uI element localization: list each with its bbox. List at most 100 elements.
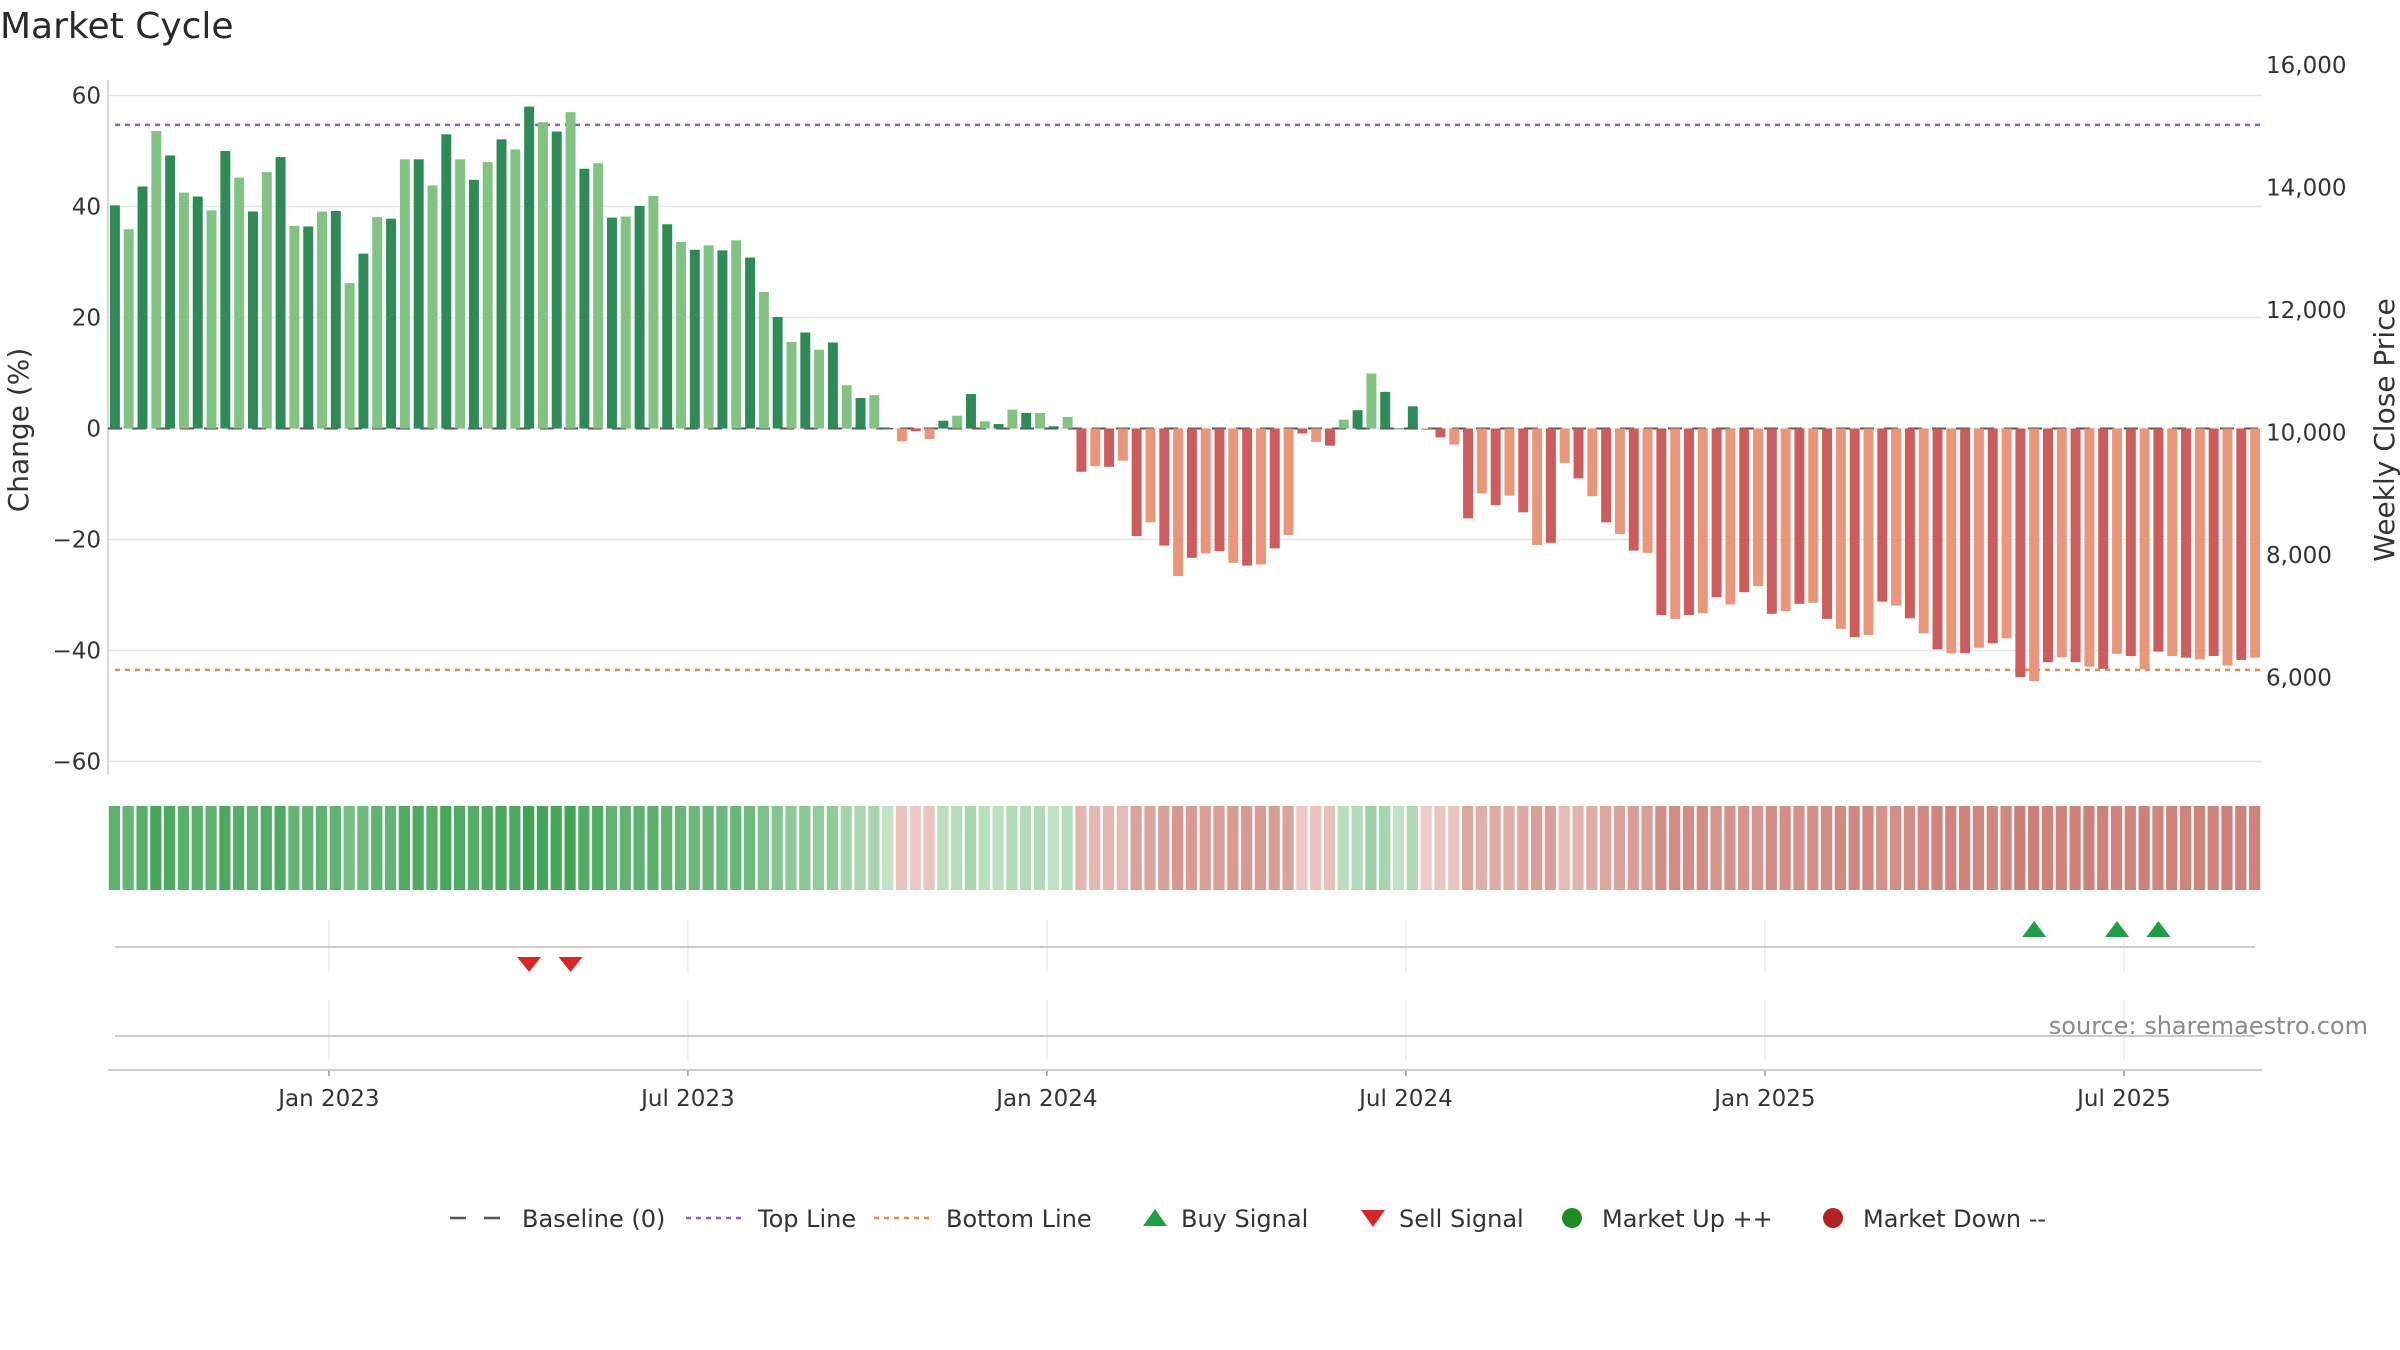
x-tick-label: Jul 2023 (639, 1086, 735, 1112)
right-tick-label: 14,000 (2266, 176, 2346, 202)
strip-cell (426, 806, 438, 890)
strip-cell (2221, 806, 2233, 890)
bar (234, 177, 245, 429)
bar (1684, 428, 1694, 615)
strip-cell (1903, 806, 1916, 890)
bar (855, 397, 866, 429)
bar (1766, 428, 1777, 614)
bar (1946, 428, 1957, 654)
strip-cell (1075, 806, 1087, 890)
strip-cell (992, 806, 1004, 890)
bar (1697, 428, 1708, 614)
strip-cell (730, 806, 742, 890)
strip-cell (1089, 806, 1101, 890)
right-tick-label: 16,000 (2266, 53, 2346, 79)
bar (192, 196, 203, 429)
bar (1007, 409, 1018, 429)
triangle-up-icon (1143, 1209, 1167, 1226)
strip-cell (674, 806, 687, 890)
bar (1090, 428, 1101, 467)
strip-cell (260, 806, 272, 890)
bar (1255, 428, 1266, 565)
x-tick-label: Jan 2023 (276, 1086, 379, 1112)
left-tick-label: −20 (52, 528, 101, 554)
bar (1918, 428, 1929, 634)
strip-cell (1351, 806, 1363, 890)
strip-cell (1379, 806, 1391, 890)
strip-cell (2014, 806, 2026, 890)
strip-cell (371, 806, 383, 890)
strip-cell (1889, 806, 1902, 890)
strip-cell (1406, 806, 1418, 890)
strip-cell (357, 806, 369, 890)
strip-cell (1116, 806, 1128, 890)
strip-cell (1158, 806, 1170, 890)
bar (2236, 428, 2247, 660)
strip-cell (467, 806, 480, 890)
sell-signal-marker (558, 957, 583, 972)
bar (1186, 428, 1197, 558)
strip-cell (1530, 806, 1543, 890)
strip-cell (771, 806, 783, 890)
bar (634, 205, 645, 429)
bar (827, 342, 838, 429)
bar (427, 185, 438, 429)
bar (1352, 410, 1363, 429)
bar (924, 428, 935, 440)
bar (496, 139, 507, 429)
strip-cell (2110, 806, 2123, 890)
bar (1131, 428, 1142, 537)
strip-cell (2179, 806, 2192, 890)
bar (1628, 428, 1639, 551)
strip-cell (2248, 806, 2261, 890)
strip-cell (882, 806, 894, 890)
strip-cell (1586, 806, 1598, 890)
strip-cell (288, 806, 300, 890)
strip-cell (108, 806, 121, 890)
strip-cell (1751, 806, 1764, 890)
bar (2194, 428, 2205, 660)
bar (482, 162, 493, 429)
strip-cell (274, 806, 286, 890)
strip-cell (1227, 806, 1239, 890)
bar (1463, 428, 1474, 519)
bar (317, 211, 327, 429)
strip-cell (895, 806, 908, 890)
strip-cell (1972, 806, 1985, 890)
bar (1532, 428, 1543, 546)
bar (2139, 428, 2150, 670)
bar (109, 205, 120, 429)
bar (1573, 428, 1584, 479)
strip-cell (1144, 806, 1156, 890)
left-tick-label: 40 (72, 195, 101, 221)
strip-cell (1682, 806, 1695, 890)
strip-cell (716, 806, 728, 890)
strip-cell (592, 806, 604, 890)
strip-cell (1296, 806, 1308, 890)
bar (717, 250, 728, 429)
legend-item: Buy Signal (1143, 1205, 1308, 1233)
strip-cell (909, 806, 921, 890)
strip-cell (1710, 806, 1722, 890)
strip-cell (1337, 806, 1349, 890)
bar (1159, 428, 1170, 546)
x-tick-label: Jan 2024 (994, 1086, 1097, 1112)
bar (455, 159, 466, 429)
bar (1048, 426, 1059, 429)
x-tick-label: Jul 2024 (1357, 1086, 1453, 1112)
left-tick-label: 0 (86, 417, 101, 443)
bar (2167, 428, 2178, 657)
bar (1877, 428, 1888, 602)
cycle-heat-strip (108, 806, 2261, 890)
strip-cell (122, 806, 134, 890)
strip-cell (1696, 806, 1708, 890)
bar (1394, 427, 1404, 430)
bar (1587, 428, 1598, 497)
strip-cell (219, 806, 231, 890)
strip-cell (536, 806, 549, 890)
strip-cell (2124, 806, 2136, 890)
bar (2056, 428, 2067, 658)
strip-cell (1392, 806, 1405, 890)
strip-cell (1572, 806, 1584, 890)
strip-cell (978, 806, 990, 890)
